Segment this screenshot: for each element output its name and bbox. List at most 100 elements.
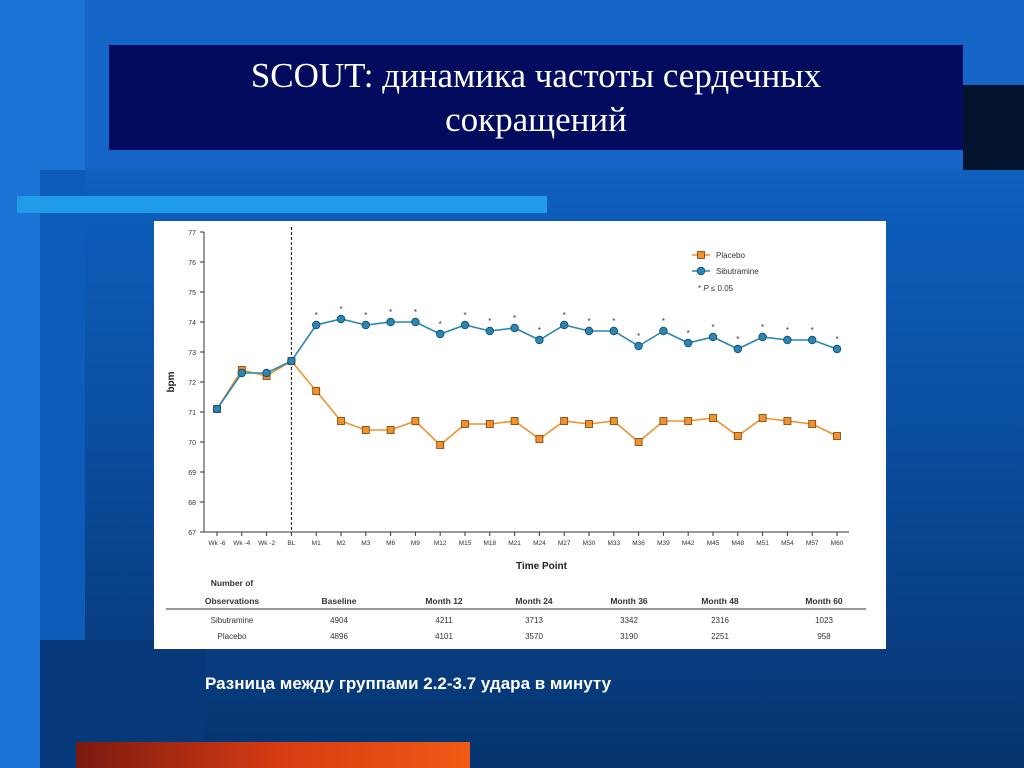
significance-asterisk: * <box>662 317 665 326</box>
data-point-placebo <box>361 426 370 434</box>
significance-asterisk: * <box>587 317 590 326</box>
data-point-placebo <box>461 420 469 428</box>
data-point-placebo <box>609 417 618 425</box>
obs-cell: 4211 <box>435 616 453 625</box>
data-point-sibutramine <box>485 326 494 336</box>
data-point-sibutramine <box>386 317 395 327</box>
decorative-dark-block <box>963 85 1024 170</box>
obs-cell: 3713 <box>525 616 543 625</box>
y-axis-label: bpm <box>166 371 177 392</box>
significance-asterisk: * <box>736 335 739 344</box>
data-point-placebo <box>436 441 445 449</box>
obs-cell: 4904 <box>330 616 348 625</box>
obs-cell: 958 <box>817 632 831 641</box>
y-tick-label: 71 <box>188 410 196 417</box>
obs-cell: 2316 <box>711 616 729 625</box>
obs-cell: 3342 <box>620 616 638 625</box>
significance-asterisk: * <box>364 311 367 320</box>
obs-header-line2: Observations <box>205 596 260 606</box>
obs-row-label: Sibutramine <box>211 616 254 625</box>
data-point-sibutramine <box>361 320 370 330</box>
legend-significance-note: * P ≤ 0.05 <box>698 284 734 293</box>
data-point-sibutramine <box>634 341 643 351</box>
obs-cell: 4896 <box>330 632 348 641</box>
x-tick-label: M15 <box>459 540 472 547</box>
legend-sibutramine-label: Sibutramine <box>716 267 759 276</box>
significance-asterisk: * <box>786 326 789 335</box>
significance-asterisk: * <box>538 326 541 335</box>
significance-asterisk: * <box>687 329 690 338</box>
heart-rate-chart: 67 68 69 70 71 72 73 74 75 76 77 bpm Wk -6 Wk -4 Wk -2… <box>166 227 866 641</box>
data-point-sibutramine <box>212 404 222 414</box>
obs-column-header: Month 48 <box>701 596 739 606</box>
significance-asterisk: * <box>439 320 442 329</box>
data-point-placebo <box>386 426 395 434</box>
significance-asterisk: * <box>637 332 640 341</box>
data-point-placebo <box>535 435 544 443</box>
data-point-sibutramine <box>560 320 569 330</box>
x-tick-label: M42 <box>682 540 695 547</box>
data-point-placebo <box>783 417 792 425</box>
x-tick-label: M36 <box>632 540 645 547</box>
significance-asterisk: * <box>761 323 764 332</box>
significance-asterisk: * <box>811 326 814 335</box>
x-tick-label: M60 <box>831 540 844 547</box>
x-tick-label: M21 <box>508 540 521 547</box>
y-tick-label: 72 <box>188 380 196 387</box>
legend-sibutramine-marker <box>696 266 706 276</box>
data-point-placebo <box>510 417 519 425</box>
obs-cell: 3190 <box>620 632 638 641</box>
x-tick-label: M33 <box>607 540 620 547</box>
y-tick-label: 73 <box>188 350 196 357</box>
y-tick-label: 69 <box>188 470 196 477</box>
significance-asterisk: * <box>711 323 714 332</box>
data-point-placebo <box>833 432 841 440</box>
significance-asterisk: * <box>315 311 318 320</box>
significance-asterisk: * <box>339 305 342 314</box>
legend-placebo-marker <box>697 251 705 259</box>
data-point-sibutramine <box>584 326 594 336</box>
decorative-cyan-bar <box>17 196 547 213</box>
data-point-sibutramine <box>832 344 842 354</box>
data-point-sibutramine <box>237 368 246 378</box>
obs-column-header: Month 36 <box>610 596 648 606</box>
significance-asterisk: * <box>563 311 566 320</box>
x-tick-label: M18 <box>483 540 496 547</box>
data-point-sibutramine <box>510 323 519 333</box>
data-point-placebo <box>684 417 693 425</box>
data-point-placebo <box>337 417 345 425</box>
x-axis-label: Time Point <box>516 561 568 572</box>
slide-title-box: SCOUT: динамика частоты сердечных сокращ… <box>109 45 963 150</box>
data-point-sibutramine <box>758 332 767 342</box>
x-tick-label: M51 <box>756 540 769 547</box>
x-tick-label: BL <box>287 540 295 547</box>
x-tick-label: M1 <box>312 540 321 547</box>
data-point-sibutramine <box>783 335 792 345</box>
data-point-placebo <box>659 417 668 425</box>
y-tick-label: 68 <box>188 500 196 507</box>
data-point-placebo <box>485 420 494 428</box>
x-tick-label: M24 <box>533 540 546 547</box>
x-tick-label: M9 <box>411 540 420 547</box>
significance-asterisk: * <box>414 308 417 317</box>
x-tick-label: Wk -2 <box>258 540 275 547</box>
data-point-placebo <box>411 417 420 425</box>
data-point-placebo <box>808 420 817 428</box>
data-point-sibutramine <box>287 356 296 366</box>
y-tick-label: 76 <box>188 260 196 267</box>
data-point-sibutramine <box>733 344 742 354</box>
slide-title: SCOUT: динамика частоты сердечных сокращ… <box>250 55 822 139</box>
x-tick-label: Wk -4 <box>233 540 250 547</box>
x-tick-label: M39 <box>657 540 670 547</box>
data-point-sibutramine <box>659 326 668 336</box>
data-point-sibutramine <box>336 314 346 324</box>
obs-cell: 1023 <box>815 616 833 625</box>
obs-cell: 2251 <box>711 632 729 641</box>
data-point-sibutramine <box>436 329 445 339</box>
significance-asterisk: * <box>389 308 392 317</box>
x-tick-label: M12 <box>434 540 447 547</box>
y-tick-label: 74 <box>188 320 196 327</box>
data-point-sibutramine <box>609 326 618 336</box>
series-line-placebo <box>216 359 838 447</box>
data-point-placebo <box>733 432 742 440</box>
